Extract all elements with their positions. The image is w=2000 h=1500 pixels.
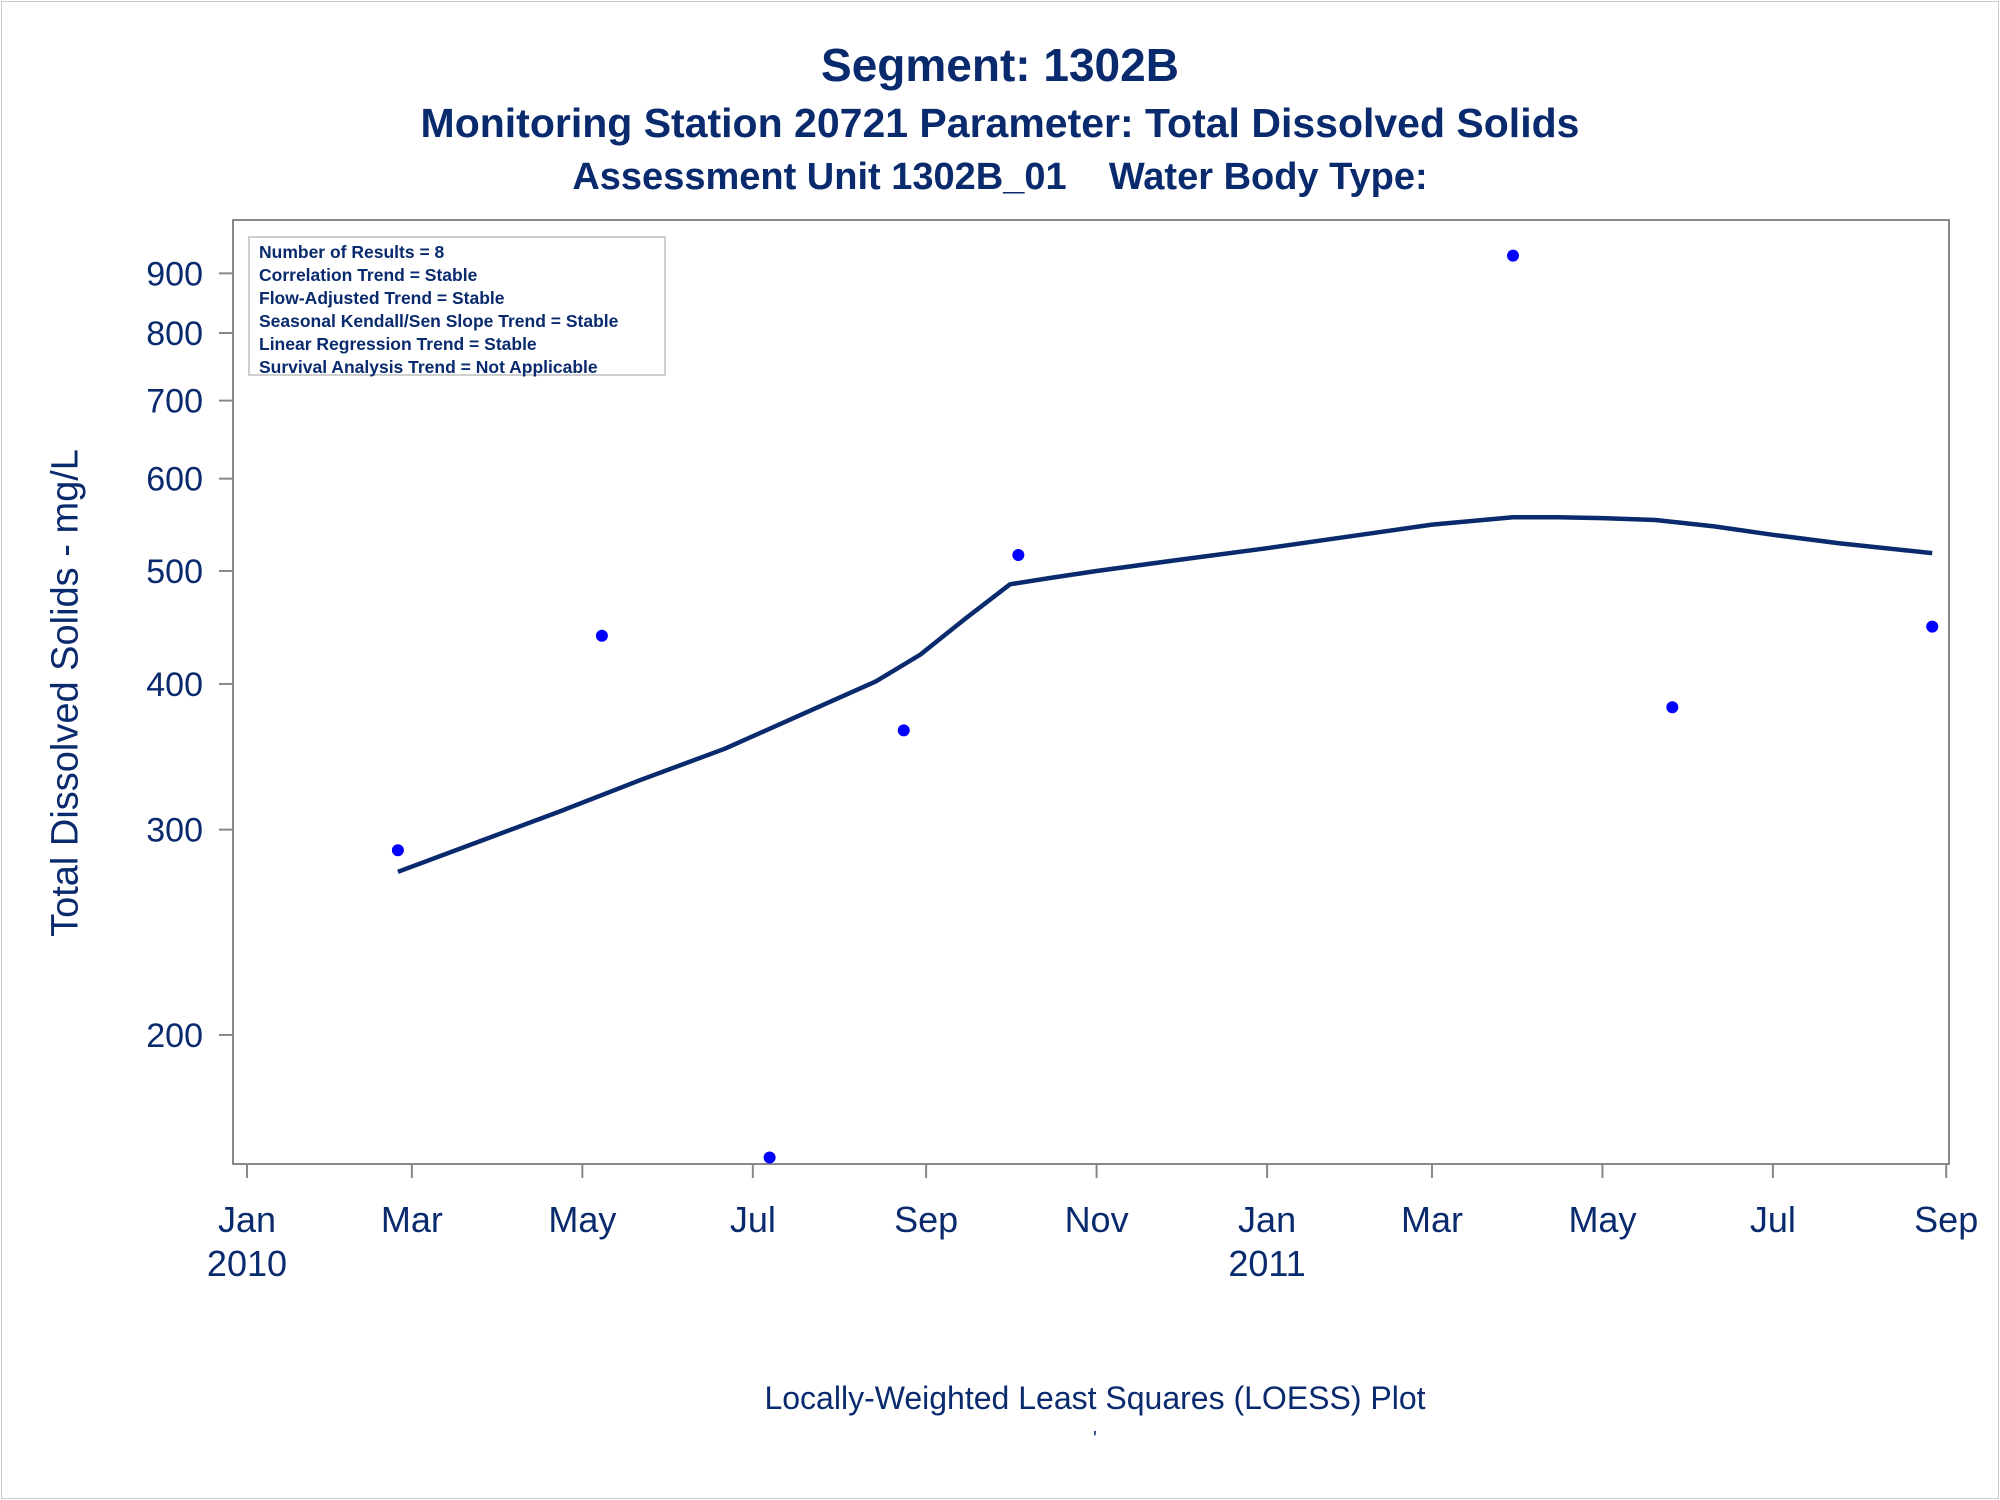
y-tick-label: 500 <box>146 553 203 591</box>
x-tick-year-label: 2010 <box>207 1243 287 1284</box>
plot-footnote: Locally-Weighted Least Squares (LOESS) P… <box>764 1380 1426 1416</box>
chart-subtitle-assessment: Assessment Unit 1302B_01 Water Body Type… <box>0 156 2000 199</box>
y-axis-label: Total Dissolved Solids - mg/L <box>44 449 87 937</box>
x-tick-label: Jul <box>730 1199 776 1240</box>
y-tick-label: 300 <box>146 812 203 850</box>
data-point <box>897 724 910 737</box>
x-tick-label: Nov <box>1065 1199 1129 1240</box>
data-points <box>391 249 1939 1164</box>
loess-trend-line <box>397 514 1933 874</box>
chart-title: Segment: 1302B <box>821 39 1179 91</box>
data-point <box>1507 249 1520 262</box>
footnote-mark: ' <box>1093 1428 1097 1450</box>
x-tick-label: Sep <box>1914 1199 1978 1240</box>
x-tick-label: May <box>548 1199 616 1240</box>
stat-number-of-results: Number of Results = 8 <box>259 242 445 262</box>
x-tick-label: Mar <box>381 1199 443 1240</box>
y-tick-label: 800 <box>146 315 203 353</box>
y-tick-label: 700 <box>146 383 203 421</box>
y-axis: 200 300 400 500 600 700 800 900 <box>146 255 233 1055</box>
assessment-unit-text: Assessment Unit 1302B_01 <box>572 156 1067 198</box>
stat-correlation-trend: Correlation Trend = Stable <box>259 265 478 285</box>
x-tick-label: Jan <box>218 1199 276 1240</box>
y-tick-label: 600 <box>146 461 203 499</box>
stat-survival-analysis-trend: Survival Analysis Trend = Not Applicable <box>259 357 598 377</box>
data-point <box>391 844 404 857</box>
data-point <box>595 629 608 642</box>
plot-area-border <box>232 219 1950 1165</box>
x-tick-label: Jul <box>1750 1199 1796 1240</box>
x-tick-label: May <box>1568 1199 1636 1240</box>
data-point <box>1666 701 1679 714</box>
x-tick-label: Jan <box>1238 1199 1296 1240</box>
x-tick-label: Mar <box>1401 1199 1463 1240</box>
stat-linear-regression-trend: Linear Regression Trend = Stable <box>259 334 537 354</box>
x-tick-year-label: 2011 <box>1228 1243 1305 1284</box>
chart-subtitle-station: Monitoring Station 20721 Parameter: Tota… <box>420 100 1580 146</box>
y-tick-label: 900 <box>146 255 203 293</box>
x-tick-label: Sep <box>894 1199 958 1240</box>
y-tick-label: 200 <box>146 1017 203 1055</box>
data-point <box>1926 620 1939 633</box>
water-body-type-text: Water Body Type: <box>1108 156 1428 198</box>
stat-flow-adjusted-trend: Flow-Adjusted Trend = Stable <box>259 288 505 308</box>
trend-statistics-box: Number of Results = 8 Correlation Trend … <box>248 236 666 377</box>
stat-seasonal-kendall-trend: Seasonal Kendall/Sen Slope Trend = Stabl… <box>259 311 619 331</box>
data-point <box>1012 549 1025 562</box>
y-tick-label: 400 <box>146 666 203 704</box>
data-point <box>763 1151 776 1164</box>
